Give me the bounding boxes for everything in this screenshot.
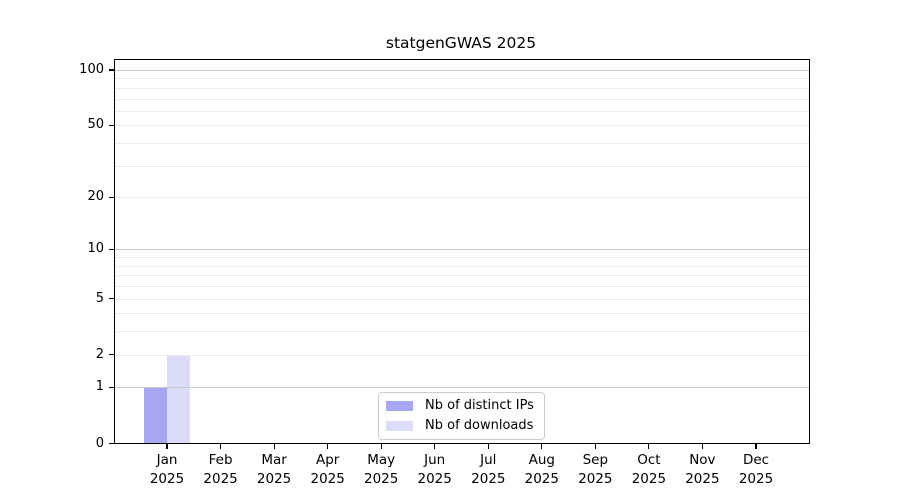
bar-nb-of-downloads-jan: [167, 354, 190, 444]
plot-area: [114, 59, 810, 444]
y-gridline-minor: [113, 257, 810, 259]
y-tick-label: 50: [87, 117, 104, 133]
y-gridline-minor: [113, 197, 810, 199]
legend-swatch-distinct-ips: [386, 400, 413, 411]
legend-label-distinct-ips: Nb of distinct IPs: [425, 398, 534, 413]
x-tick-label: May 2025: [364, 452, 399, 487]
x-tick-label: Sep 2025: [578, 452, 613, 487]
y-tick: [108, 124, 114, 126]
x-tick-label: Jul 2025: [471, 452, 506, 487]
y-tick: [108, 297, 114, 300]
y-tick: [108, 354, 114, 356]
y-gridline-minor: [113, 286, 810, 287]
y-gridline-minor: [113, 87, 810, 89]
x-tick: [487, 443, 489, 449]
legend-swatch-downloads: [386, 420, 413, 431]
y-tick-label: 2: [95, 346, 104, 362]
legend-row-distinct-ips: Nb of distinct IPs: [386, 397, 534, 414]
legend-label-downloads: Nb of downloads: [425, 418, 534, 433]
x-tick: [380, 443, 382, 449]
y-tick: [108, 386, 114, 388]
x-tick-label: Nov 2025: [685, 452, 720, 487]
bar-nb-of-distinct-ips-jan: [144, 387, 167, 444]
y-tick: [108, 69, 114, 71]
y-gridline-minor: [113, 98, 810, 100]
y-gridline-minor: [113, 265, 810, 267]
x-tick: [648, 443, 650, 449]
x-tick-label: Aug 2025: [524, 452, 559, 487]
y-tick: [108, 442, 114, 445]
legend-row-downloads: Nb of downloads: [386, 417, 534, 434]
x-tick: [755, 443, 757, 449]
y-tick-label: 10: [87, 241, 104, 257]
x-tick: [220, 443, 222, 449]
x-tick: [327, 443, 329, 449]
y-gridline-minor: [113, 110, 810, 112]
y-gridline-minor: [113, 298, 810, 300]
y-gridline-major: [113, 387, 810, 389]
y-gridline-minor: [113, 354, 810, 356]
y-gridline-minor: [113, 331, 810, 333]
x-tick-label: Jun 2025: [417, 452, 452, 487]
y-tick-label: 5: [95, 290, 104, 306]
y-gridline-minor: [113, 143, 810, 144]
y-gridline-minor: [113, 125, 810, 127]
y-tick-label: 0: [95, 435, 104, 451]
y-gridline-minor: [113, 313, 810, 315]
y-gridline-major: [113, 249, 810, 251]
y-tick-label: 20: [87, 189, 104, 205]
x-tick-label: Feb 2025: [203, 452, 238, 487]
y-tick-label: 100: [79, 62, 104, 77]
x-tick-label: Jan 2025: [149, 452, 185, 487]
x-tick: [273, 443, 275, 449]
x-tick-label: Dec 2025: [738, 452, 774, 487]
y-gridline-major: [113, 70, 810, 71]
x-tick-label: Apr 2025: [310, 452, 345, 487]
y-gridline-minor: [113, 165, 810, 167]
y-tick: [108, 196, 114, 198]
chart-title: statgenGWAS 2025: [385, 34, 537, 52]
x-tick: [701, 443, 703, 449]
x-tick-label: Mar 2025: [256, 452, 292, 487]
x-tick: [594, 443, 596, 449]
x-tick: [434, 443, 436, 449]
x-tick-label: Oct 2025: [631, 452, 667, 487]
x-tick: [541, 443, 543, 449]
y-tick: [108, 248, 114, 250]
x-tick: [166, 443, 168, 449]
y-tick-label: 1: [95, 379, 104, 395]
y-gridline-minor: [113, 275, 810, 277]
legend: Nb of distinct IPs Nb of downloads: [378, 392, 545, 440]
y-gridline-minor: [113, 78, 810, 80]
